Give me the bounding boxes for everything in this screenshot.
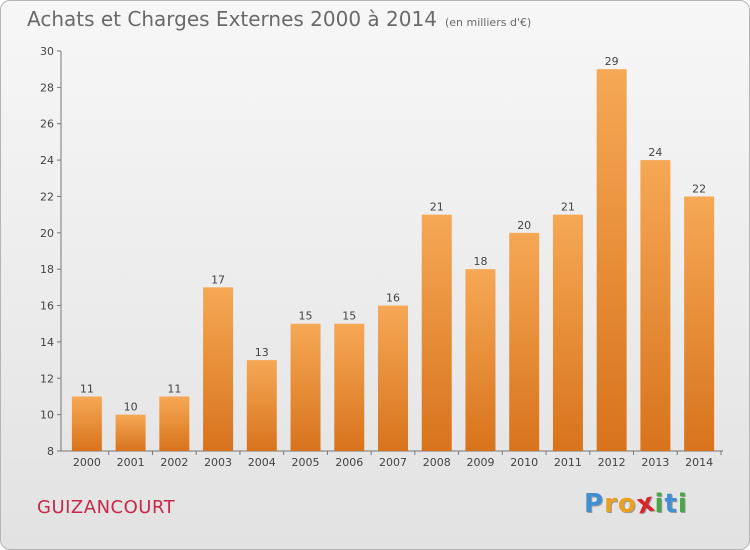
y-tick-label: 26 — [40, 118, 54, 131]
data-label: 11 — [167, 382, 181, 395]
x-tick-label: 2005 — [292, 456, 320, 469]
logo-letter: t — [664, 489, 678, 519]
data-label: 22 — [692, 182, 706, 195]
data-label: 18 — [473, 255, 487, 268]
logo-letter: o — [617, 489, 637, 519]
y-tick-label: 8 — [47, 445, 54, 458]
bar — [640, 160, 671, 451]
logo-letter: P — [584, 489, 605, 519]
bar — [421, 214, 452, 451]
data-label: 15 — [299, 310, 313, 323]
x-tick-label: 2011 — [554, 456, 582, 469]
bar — [509, 232, 540, 451]
y-tick-label: 20 — [40, 227, 54, 240]
bar — [290, 323, 321, 451]
y-tick-label: 28 — [40, 81, 54, 94]
x-tick-label: 2001 — [117, 456, 145, 469]
bar — [378, 305, 408, 451]
data-label: 11 — [80, 382, 94, 395]
x-tick-label: 2013 — [641, 456, 669, 469]
data-label: 17 — [211, 273, 225, 286]
data-label: 29 — [605, 55, 619, 68]
y-tick-label: 12 — [40, 372, 54, 385]
y-tick-label: 18 — [40, 263, 54, 276]
y-tick-label: 16 — [40, 300, 54, 313]
logo-letter: i — [654, 489, 665, 519]
x-tick-label: 2012 — [598, 456, 626, 469]
logo-letter: i — [677, 489, 688, 519]
bar — [684, 196, 715, 451]
x-tick-label: 2009 — [466, 456, 494, 469]
y-tick-label: 30 — [40, 45, 54, 58]
commune-name: GUIZANCOURT — [37, 497, 176, 518]
x-tick-label: 2003 — [204, 456, 232, 469]
bar — [465, 269, 496, 451]
data-label: 15 — [342, 310, 356, 323]
chart-title: Achats et Charges Externes 2000 à 2014 — [27, 7, 437, 31]
x-tick-label: 2006 — [335, 456, 363, 469]
x-tick-label: 2004 — [248, 456, 276, 469]
data-label: 16 — [386, 292, 400, 305]
x-tick-label: 2014 — [685, 456, 713, 469]
y-tick-label: 24 — [40, 154, 54, 167]
data-label: 24 — [648, 146, 662, 159]
bar — [71, 396, 102, 451]
y-tick-label: 14 — [40, 336, 54, 349]
data-label: 21 — [561, 201, 575, 214]
data-label: 10 — [124, 401, 138, 414]
x-tick-label: 2002 — [160, 456, 188, 469]
bar — [246, 360, 277, 451]
x-tick-label: 2008 — [423, 456, 451, 469]
bar — [596, 69, 627, 451]
x-tick-label: 2000 — [73, 456, 101, 469]
proxiti-logo: Proxiti — [584, 487, 688, 520]
x-tick-label: 2007 — [379, 456, 407, 469]
x-tick-label: 2010 — [510, 456, 538, 469]
bar — [159, 396, 190, 451]
data-label: 20 — [517, 219, 531, 232]
logo-letter: r — [604, 489, 618, 519]
chart-title-block: Achats et Charges Externes 2000 à 2014 (e… — [27, 7, 531, 31]
data-label: 13 — [255, 346, 269, 359]
y-tick-label: 10 — [40, 409, 54, 422]
bar — [115, 414, 146, 451]
chart-subtitle: (en milliers d'€) — [444, 16, 532, 29]
bar — [203, 287, 234, 451]
y-tick-label: 22 — [40, 190, 54, 203]
bar — [334, 323, 365, 451]
data-label: 21 — [430, 201, 444, 214]
bar — [552, 214, 583, 451]
